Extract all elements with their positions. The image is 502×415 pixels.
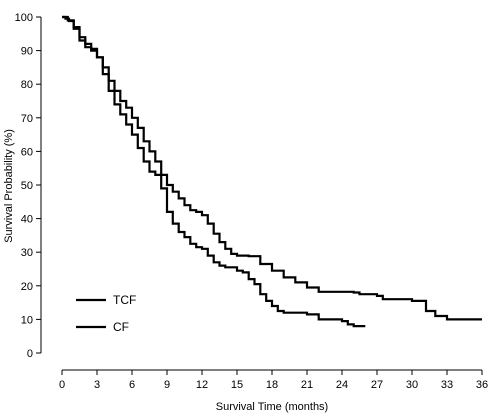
x-tick-label: 27 xyxy=(371,379,383,391)
legend-label-cf: CF xyxy=(113,320,129,334)
y-tick-label: 80 xyxy=(21,79,33,91)
x-tick-label: 24 xyxy=(336,379,348,391)
x-tick-label: 9 xyxy=(164,379,170,391)
series-line-cf xyxy=(62,15,366,328)
y-tick-label: 100 xyxy=(15,12,33,24)
y-tick-label: 60 xyxy=(21,146,33,158)
x-tick-label: 18 xyxy=(266,379,278,391)
y-tick-label: 30 xyxy=(21,247,33,259)
y-tick-label: 40 xyxy=(21,214,33,226)
y-tick-label: 20 xyxy=(21,281,33,293)
series-line-tcf xyxy=(62,15,482,321)
legend: TCF CF xyxy=(76,293,136,334)
x-axis-title: Survival Time (months) xyxy=(216,401,328,413)
y-tick-label: 10 xyxy=(21,314,33,326)
x-tick-label: 33 xyxy=(441,379,453,391)
x-tick-label: 6 xyxy=(129,379,135,391)
x-tick-label: 3 xyxy=(94,379,100,391)
series-layer xyxy=(62,15,482,328)
x-tick-label: 12 xyxy=(196,379,208,391)
y-tick-label: 0 xyxy=(27,348,33,360)
x-tick-label: 0 xyxy=(59,379,65,391)
y-axis-title: Survival Probability (%) xyxy=(3,129,15,243)
legend-label-tcf: TCF xyxy=(113,293,136,307)
y-tick-label: 90 xyxy=(21,46,33,58)
x-tick-label: 15 xyxy=(231,379,243,391)
y-tick-label: 70 xyxy=(21,113,33,125)
x-tick-label: 21 xyxy=(301,379,313,391)
y-tick-label: 50 xyxy=(21,180,33,192)
x-tick-label: 30 xyxy=(406,379,418,391)
x-tick-label: 36 xyxy=(476,379,488,391)
